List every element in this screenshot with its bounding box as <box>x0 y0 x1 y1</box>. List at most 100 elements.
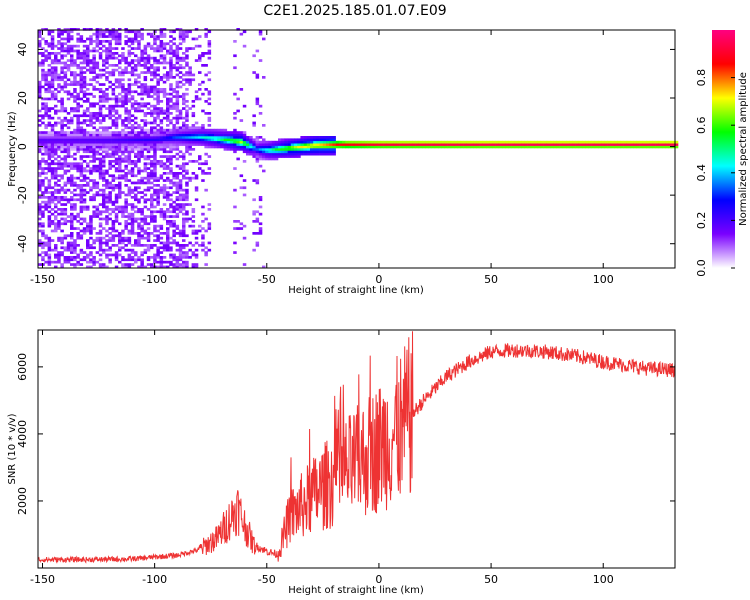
spectrogram-cell <box>63 54 68 58</box>
spectrogram-cell <box>66 68 71 72</box>
spectrogram-cell <box>150 145 154 149</box>
spectrogram-cell <box>262 143 266 146</box>
spectrogram-cell <box>262 150 266 154</box>
spectrogram-cell <box>127 61 132 65</box>
spectrogram-cell <box>50 196 55 199</box>
spectrogram-cell <box>121 83 125 86</box>
spectrogram-cell <box>162 59 167 62</box>
spectrogram-cell <box>60 136 64 139</box>
spectrogram-cell <box>562 145 567 149</box>
spectrogram-cell <box>220 128 224 132</box>
spectrogram-cell <box>620 140 624 144</box>
spectrogram-cell <box>370 140 375 144</box>
spectrogram-cell <box>118 236 122 240</box>
spectrogram-cell <box>162 148 167 151</box>
spectrogram-cell <box>98 107 103 110</box>
spectrogram-cell <box>130 97 135 101</box>
spectrogram-cell <box>175 227 180 230</box>
spectrogram-cell <box>182 260 186 264</box>
spectrogram-cell <box>82 155 87 158</box>
spectrogram-cell <box>137 198 141 202</box>
spectrogram-cell <box>134 102 138 106</box>
spectrogram-cell <box>166 100 170 103</box>
spectrogram-cell <box>431 143 436 146</box>
spectrogram-cell <box>140 234 144 238</box>
spectrogram-cell <box>495 143 500 146</box>
spectrogram-cell <box>169 172 173 175</box>
spectrogram-cell <box>102 114 106 118</box>
spectrogram-cell <box>182 52 186 55</box>
spectrogram-cell <box>178 229 183 233</box>
spectrogram-cell <box>198 167 202 170</box>
spectrogram-cell <box>70 145 74 149</box>
spectrogram-cell <box>156 229 160 233</box>
spectrogram-cell <box>137 47 141 50</box>
spectrogram-cell <box>172 116 176 120</box>
spectrogram-cell <box>169 73 173 77</box>
spectrogram-cell <box>242 140 247 144</box>
spectrogram-cell <box>108 184 112 187</box>
spectrogram-cell <box>66 215 71 218</box>
spectrogram-cell <box>662 140 666 144</box>
spectrogram-cell <box>105 66 109 70</box>
spectrogram-cell <box>166 138 170 142</box>
spectrogram-x-ticks: -150 -100 -50 0 50 100 <box>30 30 614 286</box>
spectrogram-cell <box>166 186 170 190</box>
spectrogram-cell <box>418 145 423 149</box>
spectrogram-cell <box>118 155 122 158</box>
spectrogram-cell <box>159 119 164 122</box>
spectrogram-cell <box>38 119 42 122</box>
spectrogram-cell <box>358 143 362 146</box>
spectrogram-cell <box>140 208 144 211</box>
spectrogram-cell <box>335 143 340 146</box>
spectrogram-cell <box>98 109 103 113</box>
spectrogram-cell <box>246 138 250 142</box>
spectrogram-cell <box>86 68 90 72</box>
spectrogram-cell <box>182 176 186 180</box>
spectrogram-cell <box>70 191 74 194</box>
spectrogram-cell <box>124 102 128 106</box>
spectrogram-cell <box>153 229 157 233</box>
spectrogram-cell <box>47 203 52 206</box>
spectrogram-cell <box>169 143 173 146</box>
spectrogram-cell <box>47 246 52 250</box>
spectrogram-cell <box>66 248 71 252</box>
spectrogram-cell <box>258 232 263 235</box>
spectrogram-cell <box>348 140 352 144</box>
spectrogram-cell <box>150 160 154 163</box>
spectrogram-cell <box>44 236 48 240</box>
spectrogram-cell <box>60 253 64 257</box>
spectrogram-cell <box>665 140 669 144</box>
spectrogram-cell <box>162 212 167 216</box>
spectrogram-cell <box>137 236 141 240</box>
spectrogram-cell <box>143 140 148 144</box>
spectrogram-cell <box>223 131 228 134</box>
spectrogram-cell <box>92 145 96 149</box>
spectrogram-cell <box>79 148 84 151</box>
spectrogram-cell <box>169 121 173 125</box>
spectrogram-cell <box>92 88 96 91</box>
spectrogram-cell <box>258 222 263 226</box>
spectrogram-cell <box>130 59 135 62</box>
spectrogram-cell <box>450 145 455 149</box>
colorbar-tick-label: 0.4 <box>695 164 708 182</box>
spectrogram-cell <box>92 256 96 259</box>
spectrogram-cell <box>50 260 55 264</box>
spectrogram-cell <box>111 131 116 134</box>
spectrogram-cell <box>73 114 77 118</box>
spectrogram-cell <box>73 80 77 84</box>
spectrogram-cell <box>262 124 266 127</box>
spectrogram-cell <box>66 28 71 31</box>
spectrogram-cell <box>201 124 205 127</box>
spectrogram-cell <box>297 143 301 146</box>
spectrogram-cell <box>143 188 148 192</box>
spectrogram-y-tick-label: -20 <box>16 186 29 204</box>
spectrogram-cell <box>95 116 100 120</box>
spectrogram-cell <box>105 140 109 144</box>
spectrogram-cell <box>124 244 128 247</box>
spectrogram-cell <box>297 150 301 154</box>
spectrogram-cell <box>198 35 202 38</box>
spectrogram-cell <box>290 143 295 146</box>
spectrogram-cell <box>332 140 336 144</box>
